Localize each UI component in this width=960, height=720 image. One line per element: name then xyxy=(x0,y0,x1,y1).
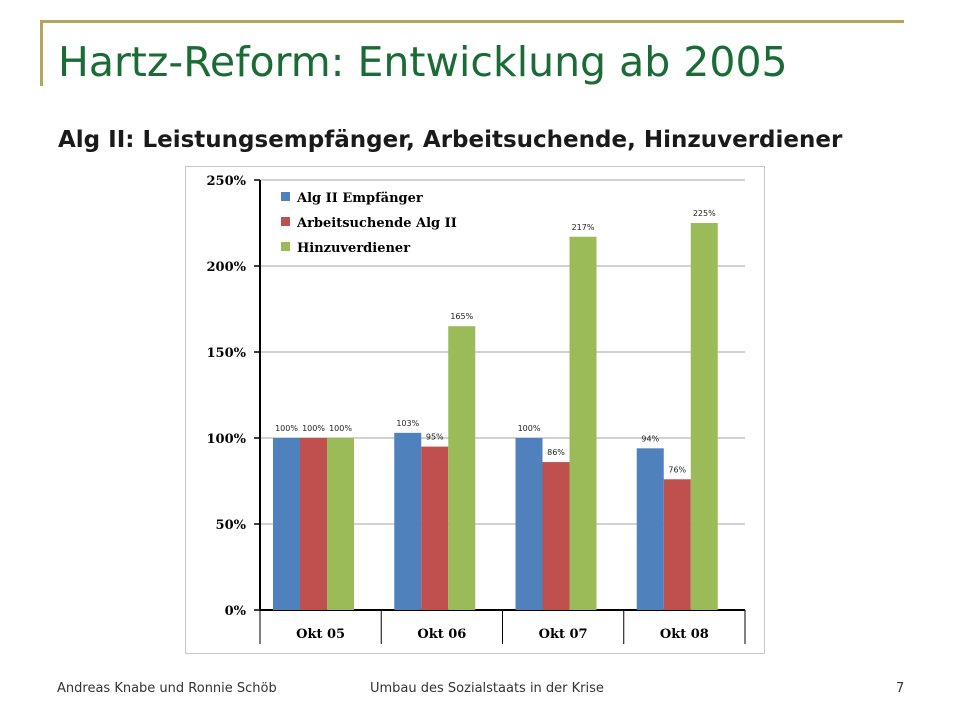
legend-entry: Alg II Empfänger xyxy=(296,191,423,206)
bar xyxy=(690,223,718,610)
legend-swatch xyxy=(281,242,290,251)
y-tick-label: 100% xyxy=(207,432,247,447)
bar xyxy=(273,438,300,610)
data-label: 165% xyxy=(450,312,473,321)
x-tick-label: Okt 08 xyxy=(660,627,709,642)
bar xyxy=(542,462,570,610)
bar xyxy=(421,446,449,610)
data-label: 103% xyxy=(396,419,419,428)
data-label: 225% xyxy=(693,209,716,218)
bar xyxy=(394,432,422,610)
bar xyxy=(448,326,476,610)
bar xyxy=(515,438,543,610)
data-label: 100% xyxy=(302,424,325,433)
bar xyxy=(300,438,327,610)
page-number: 7 xyxy=(896,681,905,696)
legend-entry: Arbeitsuchende Alg II xyxy=(296,216,457,231)
y-tick-label: 200% xyxy=(207,260,247,275)
legend-entry: Hinzuverdiener xyxy=(297,241,410,256)
y-tick-label: 0% xyxy=(225,604,247,619)
data-label: 76% xyxy=(668,465,686,474)
y-tick-label: 150% xyxy=(207,346,247,361)
bar xyxy=(327,438,354,610)
data-label: 95% xyxy=(426,433,444,442)
data-label: 100% xyxy=(329,424,352,433)
data-label: 100% xyxy=(518,424,541,433)
legend-swatch xyxy=(281,192,290,201)
legend-swatch xyxy=(281,217,290,226)
data-label: 217% xyxy=(572,223,595,232)
data-label: 100% xyxy=(275,424,298,433)
y-tick-label: 250% xyxy=(207,174,247,189)
frame-left-line xyxy=(40,20,43,86)
x-tick-label: Okt 05 xyxy=(296,627,345,642)
slide-subtitle: Alg II: Leistungsempfänger, Arbeitsuchen… xyxy=(58,127,843,153)
x-tick-label: Okt 06 xyxy=(417,627,466,642)
data-label: 86% xyxy=(547,448,565,457)
footer-authors: Andreas Knabe und Ronnie Schöb xyxy=(57,681,277,696)
slide-title: Hartz-Reform: Entwicklung ab 2005 xyxy=(58,38,788,86)
bar xyxy=(569,236,597,610)
data-label: 94% xyxy=(641,434,659,443)
bar-chart: 0% 50% 100% 150% 200% 250% 100% 103% 100% 94% 100%… xyxy=(185,166,765,654)
bar xyxy=(636,448,664,610)
footer-topic: Umbau des Sozialstaats in der Krise xyxy=(370,681,604,696)
bar xyxy=(663,479,691,610)
y-tick-label: 50% xyxy=(216,518,247,533)
frame-top-line xyxy=(40,20,904,23)
x-tick-label: Okt 07 xyxy=(539,627,588,642)
